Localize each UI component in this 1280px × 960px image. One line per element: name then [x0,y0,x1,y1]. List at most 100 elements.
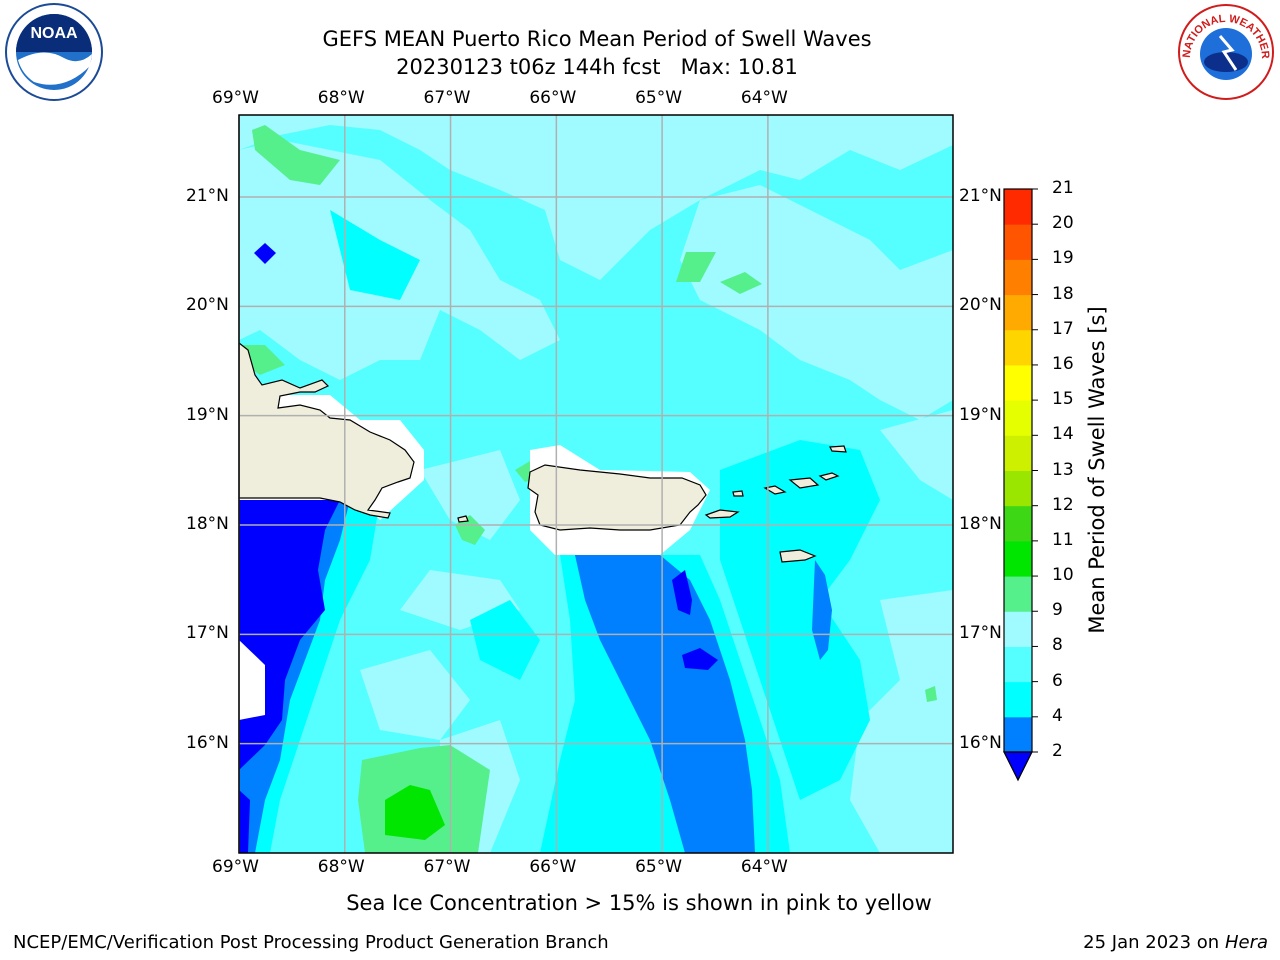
contour-8-9-sw [360,650,470,740]
colorbar-segment-3 [1004,611,1032,647]
lon-label-top-0: 69°W [212,88,259,108]
contour-9-10-north [676,252,716,282]
svg-text:NOAA: NOAA [30,25,78,42]
lat-label-right-5: 16°N [959,732,1002,753]
colorbar-tick-7: 14 [1052,424,1074,445]
map-frame [238,114,954,854]
noaa-logo: NOAA [4,2,104,102]
lon-label-bottom-3: 66°W [529,857,577,877]
colorbar-segment-8 [1004,435,1032,471]
colorbar-segment-12 [1004,294,1032,331]
colorbar-tick-14: 6 [1052,670,1063,691]
bvi-land [788,477,820,489]
colorbar-tick-6: 15 [1052,389,1074,410]
contour-4-6-east [720,440,880,800]
colorbar-tick-16: 2 [1052,741,1063,761]
hispaniola-land [239,342,415,519]
contour-9-10-nw [252,125,340,185]
contour-2-4-south [575,555,755,853]
contour-under-south2 [682,648,718,670]
lon-label-top-2: 67°W [423,88,471,108]
nws-logo: NATIONAL WEATHER SERVICE [1176,2,1276,102]
colorbar-segment-14 [1004,224,1032,260]
colorbar-tick-13: 8 [1052,635,1063,656]
colorbar-under-arrow [1003,751,1033,782]
contour-8-9-northeast [680,185,953,420]
contour-4-6-nw [330,210,420,300]
lon-label-bottom-1: 68°W [317,857,365,877]
contour-9-10-east [925,686,937,702]
lat-label-left-3: 18°N [186,514,229,534]
colorbar-tick-5: 16 [1052,353,1074,374]
anegada-land [829,445,847,453]
colorbar-tick-2: 19 [1052,248,1074,269]
footer-date-text: 25 Jan 2023 on [1083,932,1220,953]
footer-branch: NCEP/EMC/Verification Post Processing Pr… [13,932,609,953]
lon-label-bottom-5: 64°W [740,857,788,877]
lat-label-left-2: 19°N [186,404,229,425]
colorbar-tick-15: 4 [1052,705,1063,726]
colorbar-segment-11 [1004,329,1032,366]
footer-machine: Hera [1224,932,1268,953]
map-title: GEFS MEAN Puerto Rico Mean Period of Swe… [322,27,872,51]
bvi-land2 [818,472,840,481]
lat-label-left-0: 21°N [186,186,229,206]
colorbar-segment-9 [1004,400,1032,436]
st-croix-land [779,549,817,563]
lat-label-right-1: 20°N [959,295,1002,316]
colorbar-tick-12: 9 [1052,600,1063,621]
lon-label-top-5: 64°W [740,88,788,108]
forecast-time: 20230123 t06z 144h fcst [396,55,661,79]
colorbar-segment-13 [1004,259,1032,296]
colorbar-tick-9: 12 [1052,494,1074,515]
contour-8-9-pr-west [420,450,520,540]
contour-8-9-southeast [850,590,953,853]
colorbar-tick-0: 21 [1052,178,1074,198]
contour-under-sw [239,790,250,853]
footer-date: 25 Jan 2023 on Hera [1083,932,1268,953]
colorbar-tick-4: 17 [1052,318,1074,339]
lat-lon-gridlines [238,115,953,853]
colorbar-segment-2 [1004,646,1032,683]
land-group [239,342,847,563]
lon-label-top-4: 65°W [635,88,683,108]
lat-label-right-0: 21°N [959,186,1002,206]
vieques-land [704,509,740,519]
colorbar-label: Mean Period of Swell Waves [s] [1085,306,1109,634]
lat-label-left-1: 20°N [186,295,229,316]
contour-8-9-east [880,410,953,500]
lat-label-left-5: 16°N [186,732,229,753]
sea-ice-note: Sea Ice Concentration > 15% is shown in … [346,891,932,915]
max-value: Max: 10.81 [680,55,798,79]
colorbar-segment-6 [1004,505,1032,542]
colorbar-tick-8: 13 [1052,459,1074,480]
contour-9-10-north2 [720,272,762,294]
contour-4-6-mona2 [470,600,540,680]
colorbar-segment-10 [1004,364,1032,401]
colorbar-tick-1: 20 [1052,213,1074,234]
lon-label-top-1: 68°W [317,88,365,108]
contour-under-south [672,570,692,615]
colorbar-tick-3: 18 [1052,283,1074,304]
contour-10-11-south [385,785,445,840]
colorbar-tick-10: 11 [1052,529,1074,550]
mona-land [457,515,469,523]
colorbar-segment-4 [1004,576,1032,612]
colorbar-segment-0 [1004,716,1032,753]
lon-label-bottom-4: 65°W [635,857,683,877]
land-masses [239,342,847,563]
lat-label-right-3: 18°N [959,514,1002,534]
lon-label-bottom-0: 69°W [212,857,259,877]
map-subtitle: 20230123 t06z 144h fcst Max: 10.81 [0,55,1194,79]
mask-west [239,640,265,720]
colorbar-tick-11: 10 [1052,565,1074,586]
lat-label-left-4: 17°N [186,623,229,644]
lon-label-bottom-2: 67°W [423,857,471,877]
st-thomas-land [763,485,787,495]
lon-label-top-3: 66°W [529,88,577,108]
lat-label-right-4: 17°N [959,623,1002,644]
colorbar-segment-1 [1004,681,1032,718]
colorbar [1003,188,1038,782]
contour-under-north [254,243,276,264]
